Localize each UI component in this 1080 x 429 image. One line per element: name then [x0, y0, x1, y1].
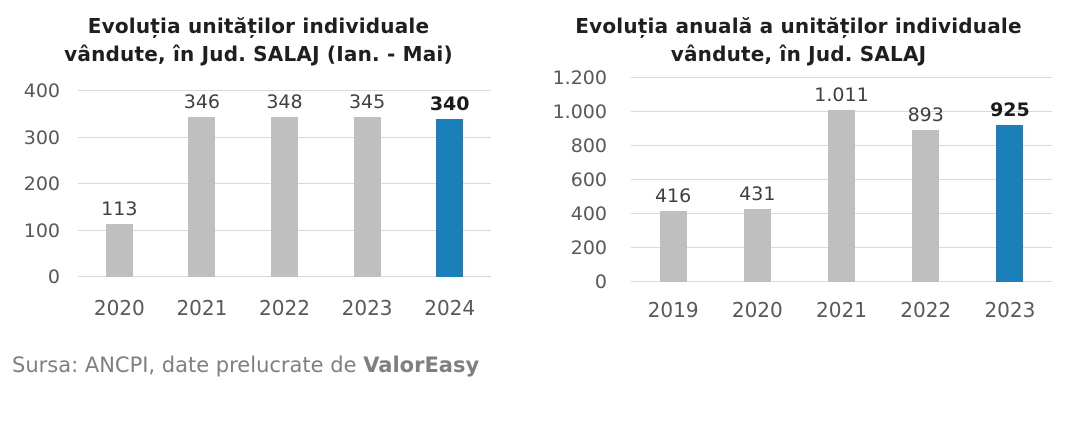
x-axis-tick-label: 2024	[424, 296, 476, 320]
bar	[353, 117, 381, 277]
x-axis-tick-label: 2022	[900, 298, 952, 322]
y-axis-tick-label: 1.200	[552, 67, 607, 89]
bar-column: 416	[631, 78, 715, 282]
source-brand: ValorEasy	[363, 353, 480, 377]
x-axis-tick-label: 2020	[93, 296, 145, 320]
source-note-text: Sursa: ANCPI, date prelucrate de	[12, 353, 364, 377]
x-axis-tick-label: 2020	[731, 298, 783, 322]
chart-title-line-1: Evoluția unităților individuale	[87, 14, 430, 38]
bar-value-label: 1.011	[814, 84, 869, 107]
bar-column: 113	[78, 91, 161, 277]
chart-monthly-units: Evoluția unităților individuale vândute,…	[0, 0, 505, 322]
bar	[270, 117, 298, 277]
y-axis-tick-label: 600	[570, 169, 607, 191]
bar-value-label: 893	[907, 104, 944, 127]
bar	[828, 110, 855, 282]
chart-title-line-2: vândute, în Jud. SALAJ (Ian. - Mai)	[64, 42, 453, 66]
y-axis-tick-label: 200	[23, 173, 60, 195]
bars-layer: 113 346 348 345 340	[78, 91, 491, 277]
y-axis-tick-label: 300	[23, 126, 60, 149]
y-axis-tick-label: 800	[570, 135, 607, 158]
y-axis-tick-label: 1.000	[552, 101, 607, 123]
bar	[659, 211, 687, 282]
chart-title: Evoluția anuală a unităților individuale…	[545, 0, 1052, 68]
x-axis-tick-label: 2021	[816, 298, 867, 322]
chart-title-line-1: Evoluția anuală a unităților individuale	[575, 14, 1022, 38]
bar-column: 348	[243, 91, 326, 277]
bar	[436, 118, 464, 277]
x-axis: 2020 2021 2022 2023 2024	[0, 296, 491, 320]
bar-column: 925	[968, 78, 1052, 282]
bar-column: 893	[884, 78, 968, 282]
bar-column: 431	[715, 78, 799, 282]
plot-area: 113 346 348 345 340	[78, 90, 491, 277]
y-axis-tick-label: 0	[47, 266, 60, 288]
bar-value-label: 345	[348, 91, 386, 113]
x-axis-tick-label: 2023	[984, 298, 1036, 322]
bar-value-label: 113	[101, 198, 138, 221]
bar	[743, 208, 771, 282]
source-note: Sursa: ANCPI, date prelucrate de ValorEa…	[0, 353, 1080, 377]
chart-annual-units: Evoluția anuală a unităților individuale…	[545, 0, 1080, 322]
bar	[105, 224, 133, 277]
bar-value-label: 348	[266, 91, 303, 113]
plot-row: 0 200 400 600 800 1.000 1.200 416 431 1.011 893 92…	[545, 68, 1052, 292]
bar-value-label: 431	[739, 182, 776, 205]
bars-layer: 416 431 1.011 893 925	[631, 78, 1052, 282]
charts-row: Evoluția unităților individuale vândute,…	[0, 0, 1080, 322]
x-axis: 2019 2020 2021 2022 2023	[545, 298, 1052, 322]
gridline	[631, 77, 1052, 78]
bar-column: 346	[161, 91, 244, 277]
x-axis-tick-label: 2019	[647, 298, 699, 322]
bar-column: 1.011	[799, 78, 883, 282]
chart-title-line-2: vândute, în Jud. SALAJ	[670, 42, 927, 66]
y-axis-tick-label: 0	[594, 271, 607, 293]
bar-column: 345	[326, 91, 409, 277]
x-axis-tick-label: 2022	[259, 296, 310, 320]
bar-value-label: 340	[429, 92, 470, 115]
plot-row: 0 100 200 300 400 113 346 348 345 340	[0, 81, 491, 287]
y-axis-tick-label: 100	[23, 219, 60, 242]
bar-value-label: 416	[654, 185, 692, 208]
y-axis: 0 100 200 300 400	[0, 81, 78, 287]
y-axis-tick-label: 400	[23, 80, 60, 102]
y-axis: 0 200 400 600 800 1.000 1.200	[545, 68, 631, 292]
bar-value-label: 346	[183, 91, 221, 113]
bar	[188, 117, 216, 277]
y-axis-tick-label: 200	[570, 237, 607, 260]
bar-value-label: 925	[990, 98, 1030, 121]
y-axis-tick-label: 400	[570, 203, 607, 226]
bar	[996, 124, 1024, 282]
gridline	[78, 90, 491, 91]
x-axis-tick-label: 2023	[341, 296, 393, 320]
plot-area: 416 431 1.011 893 925	[631, 77, 1052, 282]
x-axis-tick-label: 2021	[176, 296, 228, 320]
bar	[912, 130, 940, 282]
chart-title: Evoluția unităților individuale vândute,…	[0, 0, 491, 68]
bar-column: 340	[408, 91, 491, 277]
